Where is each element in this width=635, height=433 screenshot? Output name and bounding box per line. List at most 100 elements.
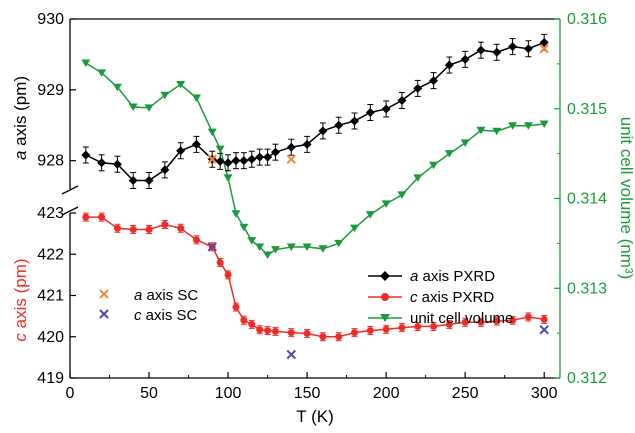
axis-break-marker [61, 185, 79, 216]
data-point [429, 161, 439, 170]
data-point [335, 333, 343, 341]
data-point [397, 95, 407, 105]
x-tick-label: 300 [531, 385, 558, 402]
volume-tick-label: 0.315 [567, 101, 607, 118]
data-point [271, 327, 279, 335]
data-point [82, 213, 90, 221]
series-line [85, 216, 545, 338]
data-point [215, 145, 225, 154]
data-point [524, 313, 532, 321]
data-point [263, 152, 273, 162]
data-point [492, 47, 502, 57]
data-point [144, 104, 154, 112]
data-point [160, 165, 170, 175]
data-point [112, 159, 122, 169]
series-4 [207, 242, 549, 360]
data-point [539, 37, 549, 47]
data-point [255, 152, 265, 162]
volume-tick-label: 0.314 [567, 191, 607, 208]
data-point [255, 243, 265, 251]
legend-item-a-sc: a axis SC [99, 287, 198, 304]
data-point [239, 223, 249, 232]
data-point [350, 116, 360, 126]
data-point [239, 156, 249, 166]
data-point [286, 243, 296, 251]
svg-text:a axis PXRD: a axis PXRD [410, 268, 495, 285]
data-point [540, 315, 548, 323]
data-point [413, 174, 423, 182]
data-point [286, 349, 296, 360]
c-tick-label: 423 [37, 205, 64, 222]
data-point [429, 76, 439, 86]
data-point [539, 44, 549, 54]
data-point [477, 318, 485, 326]
data-point [444, 60, 454, 70]
data-point [191, 139, 201, 149]
data-point [97, 69, 107, 77]
data-point [112, 83, 122, 92]
data-point [97, 158, 107, 168]
data-point [223, 158, 233, 168]
series-line [85, 41, 545, 182]
data-point [303, 329, 311, 337]
c-axis-title: c axis (pm) [11, 258, 30, 341]
data-point [286, 154, 296, 164]
data-point [231, 156, 241, 166]
data-point [414, 322, 422, 330]
data-point [113, 224, 121, 232]
data-point [413, 83, 423, 93]
data-point [381, 200, 391, 208]
c-tick-label: 420 [37, 329, 64, 346]
data-point [240, 316, 248, 324]
c-tick-label: 419 [37, 370, 64, 387]
data-point [145, 226, 153, 233]
x-axis-title: T (K) [296, 407, 333, 426]
volume-tick-label: 0.313 [567, 280, 607, 297]
series-1 [82, 212, 548, 342]
c-tick-label: 422 [37, 246, 64, 263]
legend-item-c-sc: c axis SC [99, 307, 198, 324]
data-point [460, 139, 470, 147]
svg-text:a axis SC: a axis SC [134, 287, 198, 304]
data-point [444, 150, 454, 158]
data-point [382, 325, 390, 333]
data-point [365, 108, 375, 117]
svg-text:unit cell volume: unit cell volume [410, 310, 513, 327]
volume-tick-label: 0.312 [567, 370, 607, 387]
data-point [270, 147, 280, 157]
data-point [247, 237, 257, 245]
data-point [350, 224, 360, 233]
x-tick-label: 150 [294, 385, 321, 402]
data-point [232, 303, 240, 311]
data-point [397, 191, 407, 199]
data-point [207, 242, 217, 252]
data-point [445, 320, 453, 328]
data-point [177, 224, 185, 232]
data-point [160, 91, 170, 100]
legend-item-volume: unit cell volume [368, 310, 513, 327]
a-tick-label: 929 [37, 82, 64, 99]
data-point [224, 271, 232, 279]
data-point [231, 210, 241, 218]
c-axis-ticks: 419 420 421 422 423 [37, 205, 76, 387]
data-point [256, 326, 264, 334]
data-point [161, 221, 169, 229]
series-line [85, 62, 545, 256]
data-point [216, 259, 224, 266]
data-point [334, 120, 344, 130]
data-point [302, 243, 312, 251]
svg-text:c axis PXRD: c axis PXRD [410, 289, 494, 306]
data-point [492, 127, 502, 136]
data-point [351, 329, 359, 337]
a-tick-label: 930 [37, 11, 64, 28]
data-point [539, 120, 549, 129]
a-axis-title: a axis (pm) [11, 76, 30, 160]
data-point [318, 245, 328, 253]
a-tick-label: 928 [37, 153, 64, 170]
x-tick-label: 0 [66, 385, 75, 402]
data-point [286, 142, 296, 152]
x-tick-label: 250 [452, 385, 479, 402]
data-point [365, 211, 375, 219]
volume-axis-ticks: 0.312 0.313 0.314 0.315 0.316 [554, 11, 607, 387]
volume-tick-label: 0.316 [567, 11, 607, 28]
